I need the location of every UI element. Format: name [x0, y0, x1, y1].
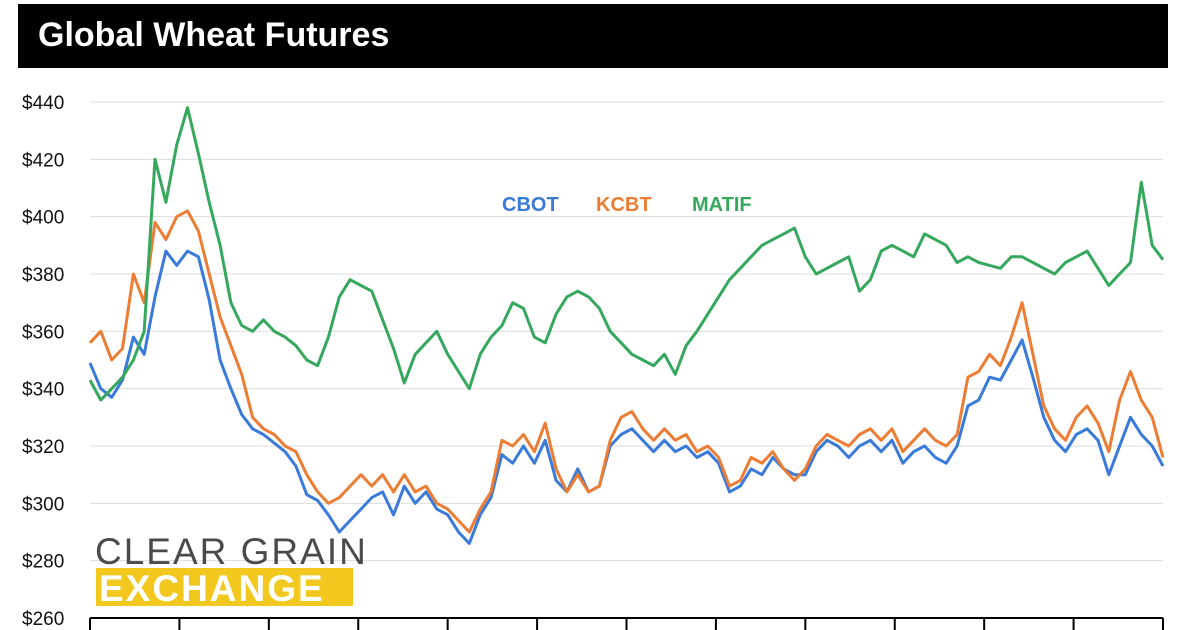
legend-cbot: CBOT	[502, 194, 559, 216]
y-tick-label: $380	[22, 265, 64, 286]
y-tick-label: $280	[22, 552, 64, 573]
y-tick-label: $300	[22, 494, 64, 515]
series-line-matif	[88, 106, 1165, 402]
logo-line2: EXCHANGE	[99, 568, 325, 609]
logo-line1: CLEAR GRAIN	[95, 531, 368, 572]
y-tick-label: $400	[22, 208, 64, 229]
series-line-cbot	[88, 249, 1165, 545]
y-tick-label: $420	[22, 150, 64, 171]
chart-title: Global Wheat Futures	[38, 16, 390, 54]
y-tick-label: $340	[22, 380, 64, 401]
legend-matif: MATIF	[692, 194, 752, 216]
y-tick-label: $260	[22, 609, 64, 630]
y-tick-label: $360	[22, 322, 64, 343]
series-line-kcbt	[88, 209, 1165, 534]
y-tick-label: $320	[22, 437, 64, 458]
y-tick-label: $440	[22, 93, 64, 114]
legend-kcbt: KCBT	[596, 194, 652, 216]
clear-grain-exchange-logo: CLEAR GRAIN EXCHANGE	[95, 531, 368, 609]
title-bar: Global Wheat Futures	[18, 4, 1168, 68]
logo-highlight	[96, 568, 353, 606]
